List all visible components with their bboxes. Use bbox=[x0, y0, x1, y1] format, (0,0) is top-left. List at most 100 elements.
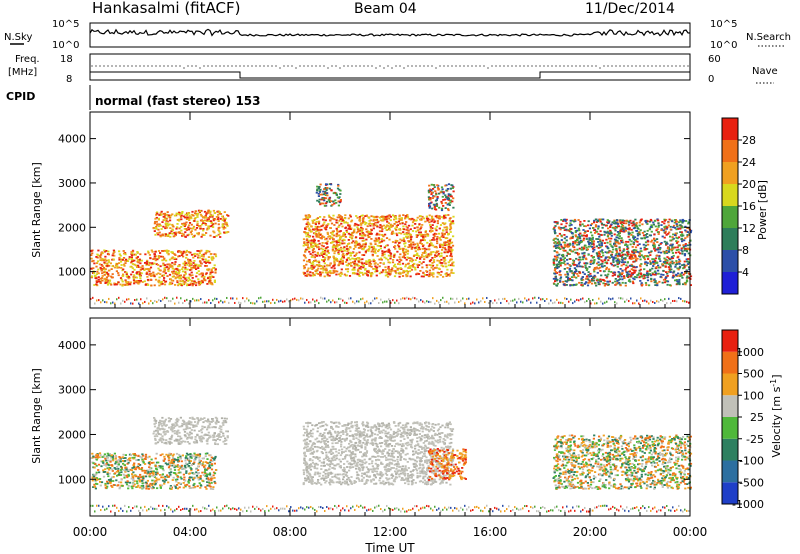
echo-cell bbox=[682, 267, 685, 270]
echo-cell bbox=[167, 220, 170, 223]
echo-cell bbox=[312, 239, 315, 242]
echo-cell bbox=[686, 231, 690, 233]
echo-cell bbox=[167, 267, 170, 270]
echo-cell bbox=[440, 264, 444, 267]
echo-cell bbox=[441, 234, 444, 236]
echo-cell bbox=[187, 260, 190, 263]
echo-cell bbox=[109, 262, 112, 265]
echo-cell bbox=[313, 250, 316, 253]
echo-cell bbox=[195, 284, 198, 287]
echo-cell bbox=[445, 231, 448, 234]
nave-point bbox=[663, 65, 665, 67]
echo-cell bbox=[398, 242, 401, 244]
echo-cell bbox=[386, 224, 389, 227]
echo-cell bbox=[212, 209, 215, 212]
echo-cell bbox=[182, 255, 185, 258]
echo-cell bbox=[197, 233, 200, 236]
echo-cell bbox=[444, 214, 447, 217]
echo-cell bbox=[174, 261, 177, 263]
echo-cell bbox=[605, 238, 608, 241]
colorbar-swatch bbox=[722, 228, 738, 250]
echo-cell bbox=[565, 284, 568, 286]
clutter-cell bbox=[536, 301, 538, 304]
echo-cell bbox=[431, 257, 434, 259]
clutter-cell bbox=[422, 300, 424, 303]
echo-cell bbox=[325, 183, 328, 186]
echo-cell bbox=[430, 274, 434, 276]
clutter-cell bbox=[382, 301, 384, 304]
nave-dots bbox=[91, 65, 689, 69]
echo-cell bbox=[333, 250, 337, 253]
echo-cell bbox=[184, 216, 187, 219]
echo-cell bbox=[185, 229, 188, 231]
echo-cell bbox=[626, 244, 629, 247]
echo-cell bbox=[306, 273, 309, 276]
echo-cell bbox=[671, 252, 674, 254]
echo-cell bbox=[167, 235, 170, 237]
echo-cell bbox=[200, 275, 203, 278]
echo-cell bbox=[331, 240, 334, 243]
echo-cell bbox=[397, 263, 400, 265]
echo-cell bbox=[331, 248, 334, 251]
echo-cell bbox=[362, 264, 365, 267]
echo-cell bbox=[607, 270, 610, 273]
echo-cell bbox=[179, 283, 182, 285]
echo-cell bbox=[221, 223, 224, 226]
clutter-cell bbox=[662, 299, 664, 302]
echo-cell bbox=[601, 262, 604, 265]
echo-cell bbox=[584, 235, 587, 237]
echo-cell bbox=[554, 275, 557, 278]
echo-cell bbox=[432, 233, 435, 236]
echo-cell bbox=[579, 224, 582, 227]
clutter-cell bbox=[350, 297, 352, 300]
echo-cell bbox=[169, 219, 172, 222]
echo-cell bbox=[376, 240, 379, 243]
echo-cell bbox=[422, 244, 425, 247]
echo-cell bbox=[328, 256, 331, 258]
echo-cell bbox=[378, 226, 381, 229]
echo-cell bbox=[391, 269, 394, 272]
echo-cell bbox=[613, 238, 617, 241]
echo-cell bbox=[444, 248, 447, 251]
echo-cell bbox=[640, 263, 643, 265]
nave-point bbox=[383, 67, 385, 69]
echo-cell bbox=[665, 227, 668, 230]
echo-cell bbox=[389, 253, 393, 255]
echo-cell bbox=[389, 215, 392, 218]
echo-cell bbox=[592, 242, 595, 245]
echo-cell bbox=[574, 220, 577, 222]
echo-cell bbox=[452, 206, 455, 209]
echo-cell bbox=[597, 261, 600, 264]
echo-cell bbox=[369, 246, 372, 249]
echo-cell bbox=[672, 224, 676, 227]
echo-cell bbox=[674, 251, 678, 254]
echo-cell bbox=[337, 248, 340, 251]
echo-cell bbox=[393, 253, 396, 256]
echo-cell bbox=[580, 241, 583, 243]
echo-cell bbox=[612, 264, 615, 267]
clutter-cell bbox=[642, 299, 644, 302]
echo-cell bbox=[571, 242, 575, 245]
echo-cell bbox=[427, 253, 430, 256]
echo-cell bbox=[133, 282, 136, 285]
echo-cell bbox=[687, 248, 690, 250]
echo-cell bbox=[674, 265, 677, 268]
clutter-cell bbox=[290, 299, 292, 302]
echo-cell bbox=[330, 236, 333, 239]
echo-cell bbox=[412, 266, 415, 268]
echo-cell bbox=[376, 263, 379, 266]
echo-cell bbox=[384, 266, 387, 269]
clutter-cell bbox=[570, 298, 572, 301]
clutter-cell bbox=[262, 300, 264, 303]
echo-cell bbox=[345, 229, 348, 232]
echo-cell bbox=[567, 245, 571, 248]
echo-cell bbox=[144, 463, 147, 465]
clutter-cell bbox=[310, 301, 312, 304]
echo-cell bbox=[686, 235, 689, 238]
echo-cell bbox=[159, 212, 162, 215]
clutter-cell bbox=[136, 298, 138, 301]
clutter-cell bbox=[234, 301, 236, 304]
echo-cell bbox=[558, 261, 561, 263]
echo-cell bbox=[567, 276, 570, 279]
echo-cell bbox=[620, 223, 624, 226]
